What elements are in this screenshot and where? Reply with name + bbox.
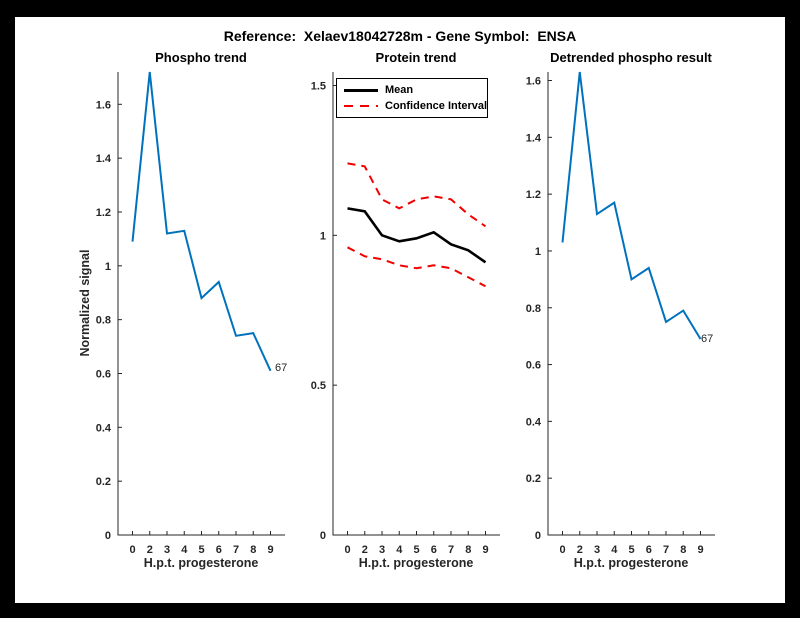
x-tick-label: 7 [663,544,669,556]
y-tick-label: 0.5 [311,380,326,392]
plots-canvas: 0 2 3 4 5 6 7 8 900.20.40.60.811.21.41.60 2 3 4 5 6 7 8… [96,71,715,556]
y-tick-label: 1.6 [526,76,541,88]
x-tick-label: 5 [628,544,634,556]
x-tick-label: 0 [344,544,350,556]
x-tick-label: 0 [129,544,135,556]
x-tick-label: 6 [216,544,222,556]
y-tick-label: 1 [535,246,541,258]
y-tick-label: 0.8 [526,303,541,315]
x-tick-label: 2 [147,544,153,556]
subplot3-xlabel: H.p.t. progesterone [573,556,689,570]
subplot3-title: Detrended phospho result [550,50,712,65]
y-tick-label: 0 [105,530,111,542]
y-tick-label: 1.2 [96,207,111,219]
x-tick-label: 6 [646,544,652,556]
y-tick-label: 0.2 [96,476,111,488]
x-tick-label: 0 [559,544,565,556]
mean-line [347,207,487,264]
endpoint-annotation-phospho: 67 [275,362,288,374]
detrended-phospho-line [561,71,702,340]
x-tick-label: 7 [233,544,239,556]
x-tick-label: 9 [267,544,273,556]
y-tick-label: 1 [105,261,111,273]
subplot2-xlabel: H.p.t. progesterone [358,556,474,570]
y-tick-label: 0.6 [526,360,541,372]
y-tick-label: 1.4 [526,132,542,144]
y-tick-label: 0.6 [96,368,111,380]
x-tick-label: 6 [431,544,437,556]
subplot1-ylabel: Normalized signal [78,249,92,357]
x-tick-label: 3 [164,544,170,556]
x-tick-label: 3 [594,544,600,556]
phospho-trend-line [131,71,272,372]
y-tick-label: 1.5 [311,80,326,92]
y-tick-label: 0 [320,530,326,542]
y-tick-label: 1 [320,230,326,242]
y-tick-label: 0.4 [526,416,542,428]
x-tick-label: 5 [198,544,204,556]
x-tick-label: 5 [413,544,419,556]
x-tick-label: 8 [680,544,686,556]
x-tick-label: 4 [181,544,188,556]
x-tick-label: 9 [697,544,703,556]
y-tick-label: 0.2 [526,473,541,485]
endpoint-annotation-detrended: 67 [701,333,714,345]
legend-label-confidence-interval: Confidence Interval [385,100,488,112]
axis-line [332,72,500,536]
y-tick-label: 0.4 [96,422,112,434]
x-tick-label: 2 [577,544,583,556]
y-tick-label: 1.2 [526,189,541,201]
legend-entry-confidence-interval: Confidence Interval [344,100,487,112]
legend-box: Mean Confidence Interval [336,78,488,118]
legend-label-mean: Mean [385,84,414,96]
figure-canvas: Reference: Xelaev18042728m - Gene Symbol… [15,17,785,603]
x-tick-label: 8 [250,544,256,556]
mean-line-sample [344,88,378,92]
x-tick-label: 9 [482,544,488,556]
figure-title: Reference: Xelaev18042728m - Gene Symbol… [223,28,577,44]
subplot1-title: Phospho trend [155,50,247,65]
y-tick-label: 0 [535,530,541,542]
x-tick-label: 4 [611,544,618,556]
subplot2-title: Protein trend [375,50,457,65]
x-tick-label: 2 [362,544,368,556]
x-tick-label: 7 [448,544,454,556]
ci-upper-line [347,162,487,228]
y-tick-label: 0.8 [96,315,111,327]
x-tick-label: 8 [465,544,471,556]
y-tick-label: 1.6 [96,99,111,111]
confidence-interval-line-sample [344,104,378,108]
x-tick-label: 3 [379,544,385,556]
legend-entry-mean: Mean [344,84,487,96]
x-tick-label: 4 [396,544,403,556]
subplot1-xlabel: H.p.t. progesterone [143,556,259,570]
y-tick-label: 1.4 [96,153,112,165]
ci-lower-line [347,246,486,288]
